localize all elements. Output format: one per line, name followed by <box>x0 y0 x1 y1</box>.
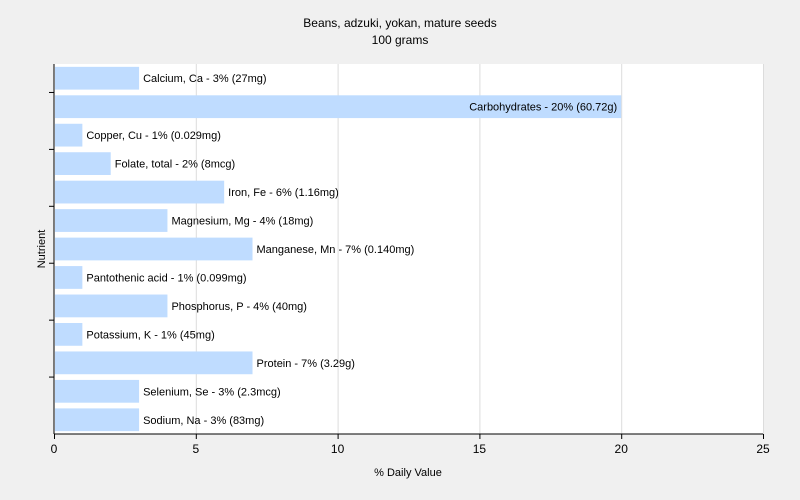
bar <box>55 95 622 119</box>
x-tick-label: 15 <box>473 442 487 456</box>
bar <box>55 66 140 90</box>
bar <box>55 266 83 289</box>
bar-label: Iron, Fe - 6% (1.16mg) <box>228 187 339 199</box>
y-ticks <box>49 91 54 378</box>
x-ticks: 0 5 10 15 20 25 <box>51 434 770 456</box>
bars <box>55 66 622 432</box>
bar <box>55 152 111 175</box>
bar <box>55 209 168 232</box>
x-tick-label: 0 <box>51 442 58 456</box>
bar <box>55 408 140 432</box>
bar <box>55 180 225 204</box>
bar <box>55 323 83 346</box>
x-axis-label: % Daily Value <box>374 467 442 479</box>
x-tick-label: 10 <box>331 442 345 456</box>
bar <box>55 379 140 403</box>
x-tick-label: 5 <box>192 442 199 456</box>
x-tick-label: 20 <box>615 442 629 456</box>
bar-label: Pantothenic acid - 1% (0.099mg) <box>86 272 246 284</box>
bar-label: Sodium, Na - 3% (83mg) <box>143 415 264 427</box>
bar-label: Potassium, K - 1% (45mg) <box>86 329 214 341</box>
bar-labels: Calcium, Ca - 3% (27mg) Carbohydrates - 2… <box>86 73 617 427</box>
bar-label: Selenium, Se - 3% (2.3mcg) <box>143 386 281 398</box>
bar <box>55 351 253 375</box>
x-tick-label: 25 <box>756 442 770 456</box>
chart-title: Beans, adzuki, yokan, mature seeds <box>303 16 496 30</box>
y-axis-label: Nutrient <box>36 230 48 269</box>
bar-label: Carbohydrates - 20% (60.72g) <box>469 102 617 114</box>
bar-label: Manganese, Mn - 7% (0.140mg) <box>257 244 415 256</box>
bar <box>55 237 253 261</box>
bar-label: Copper, Cu - 1% (0.029mg) <box>86 130 221 142</box>
bar <box>55 123 83 147</box>
axes <box>53 64 763 435</box>
chart-subtitle: 100 grams <box>372 33 429 47</box>
bar <box>55 294 168 318</box>
bar-label: Calcium, Ca - 3% (27mg) <box>143 73 266 85</box>
bar-label: Folate, total - 2% (8mcg) <box>115 159 235 171</box>
bar-label: Phosphorus, P - 4% (40mg) <box>171 301 307 313</box>
bar-label: Protein - 7% (3.29g) <box>257 358 355 370</box>
bar-label: Magnesium, Mg - 4% (18mg) <box>171 216 313 228</box>
